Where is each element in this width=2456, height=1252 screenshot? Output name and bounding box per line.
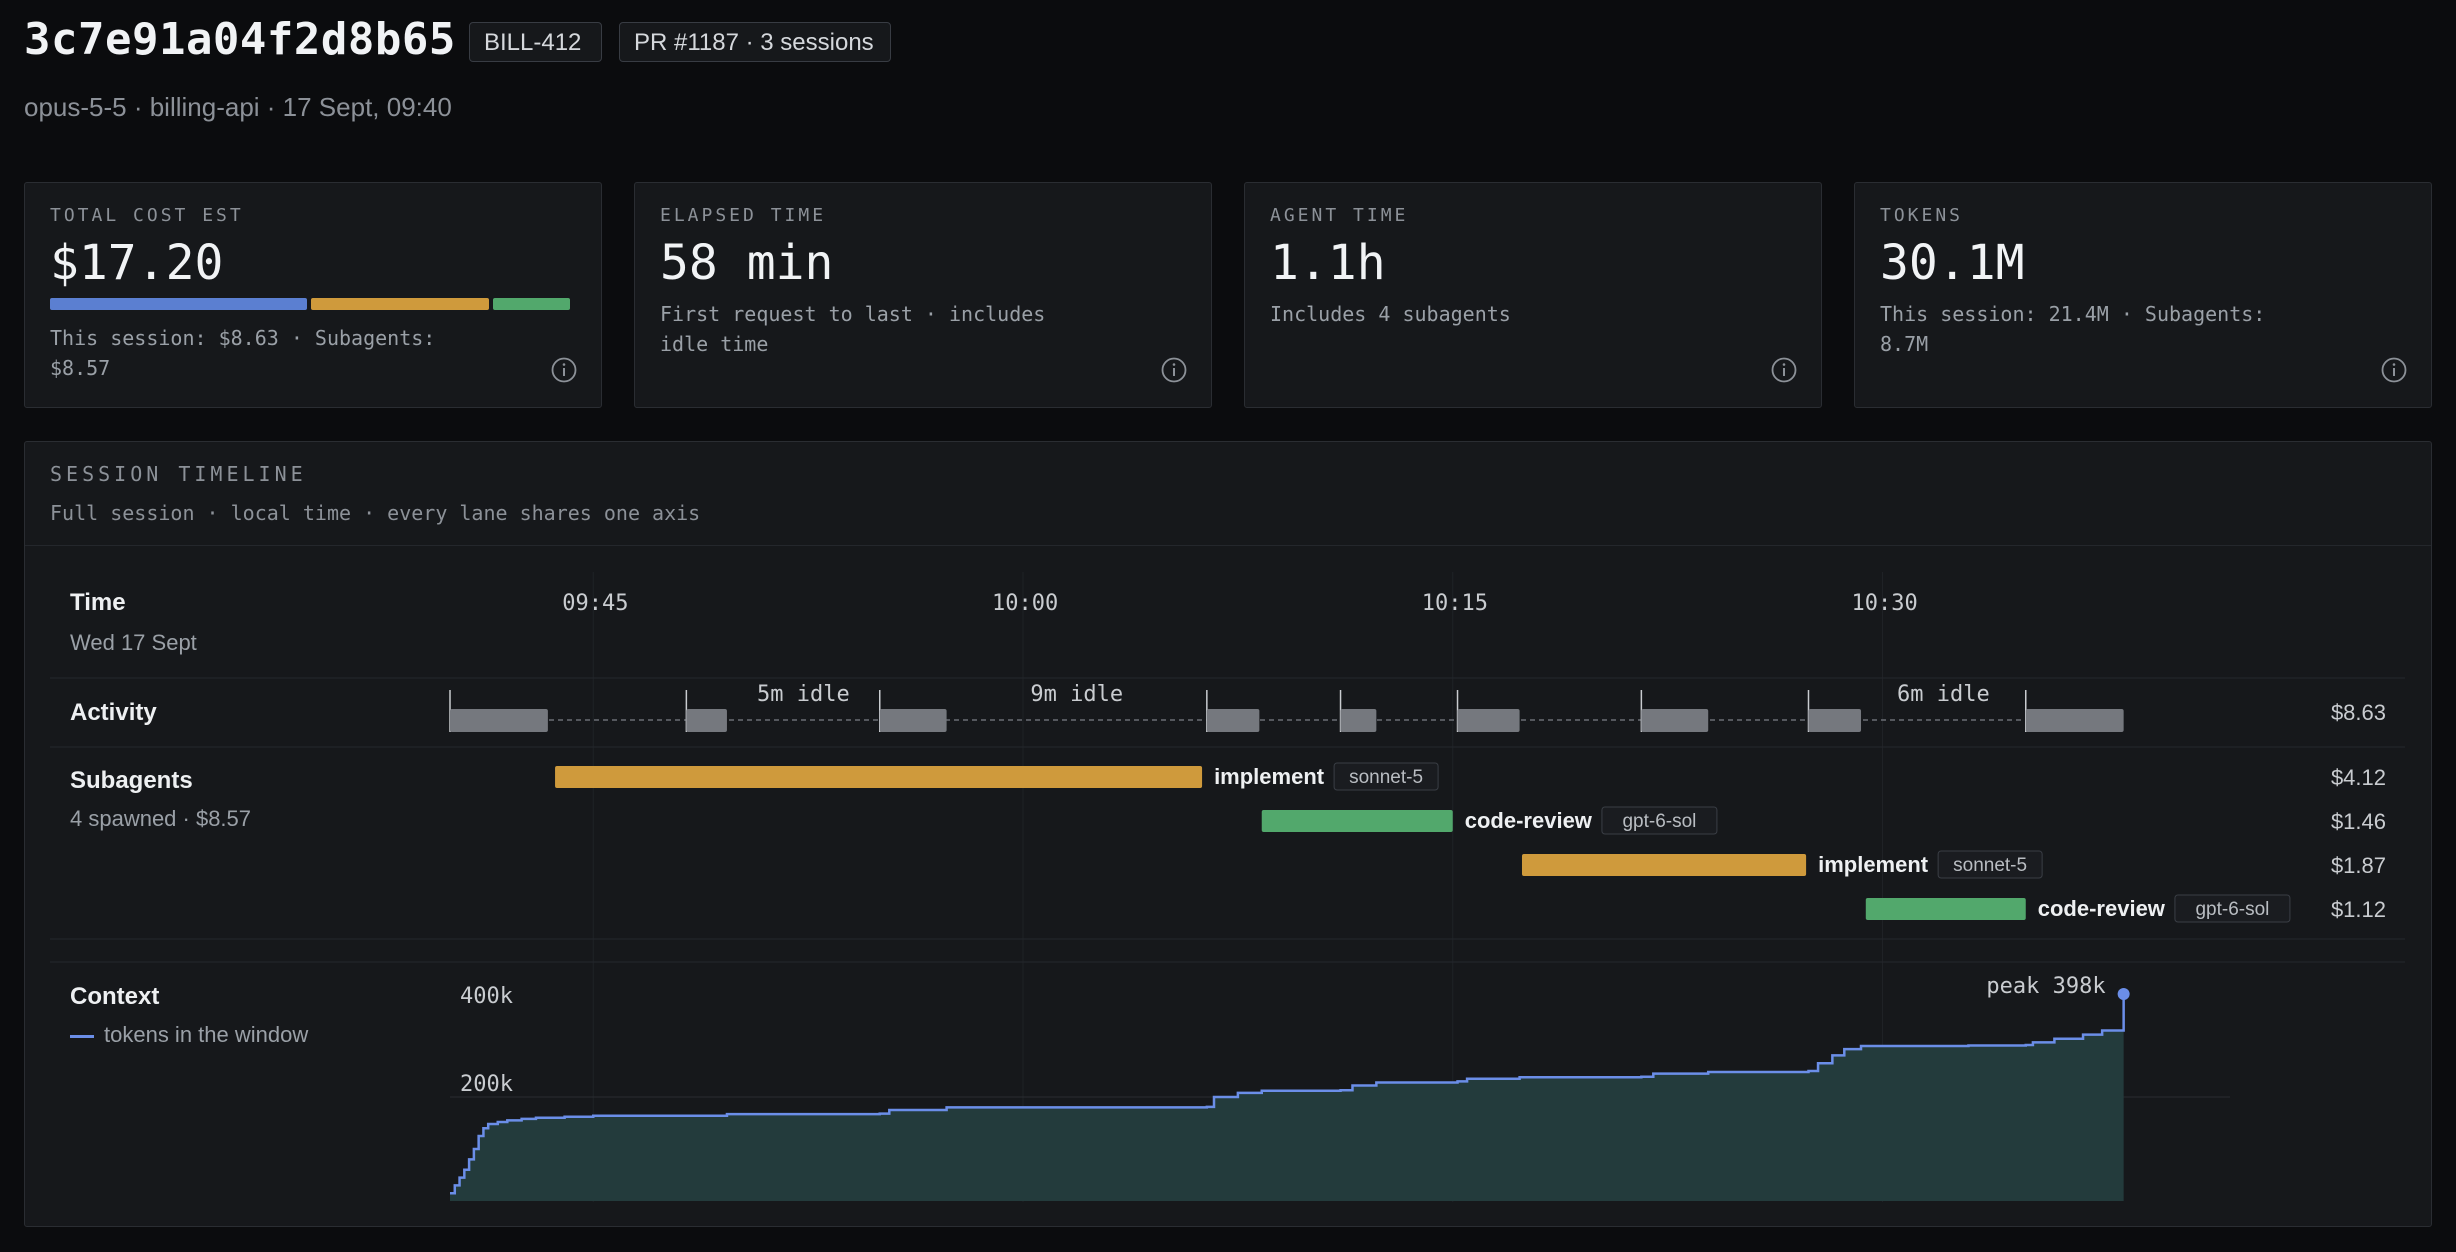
card-label: TOTAL COST EST	[50, 205, 244, 226]
time-tick-label: 10:30	[1852, 591, 1918, 616]
context-legend-label: tokens in the window	[104, 1022, 309, 1047]
model-badge	[1601, 806, 1718, 835]
ticket-badge[interactable]: BILL-412	[469, 22, 602, 62]
timeline-title: SESSION TIMELINE	[50, 462, 307, 486]
card-value: 30.1M	[1880, 235, 2025, 291]
model-badge	[1937, 850, 2043, 879]
card-label: ELAPSED TIME	[660, 205, 827, 226]
model-badge	[1333, 762, 1439, 791]
context-legend: tokens in the window	[70, 1022, 308, 1048]
subagent-bar-code-review	[1261, 810, 1453, 832]
subagent-name: implement	[1818, 852, 1929, 877]
subagent-name: code-review	[2038, 896, 2166, 921]
session-timeline-panel: SESSION TIMELINE Full session · local ti…	[24, 441, 2432, 1227]
card-note: First request to last · includes idle ti…	[660, 302, 1046, 356]
subagents-lane-title: Subagents	[70, 767, 193, 794]
model-badge	[2174, 894, 2291, 923]
model-badge-label: sonnet-5	[1953, 855, 2027, 876]
card-label: TOKENS	[1880, 205, 1964, 226]
subagent-cost: $1.46	[2331, 809, 2386, 834]
idle-label: 9m idle	[1030, 682, 1123, 707]
model-badge-label: gpt-6-sol	[1622, 811, 1696, 832]
elapsed-time-card: ELAPSED TIME 58 min First request to las…	[634, 182, 1212, 408]
session-subtitle: opus-5-5 · billing-api · 17 Sept, 09:40	[24, 92, 452, 122]
activity-block	[879, 709, 947, 732]
info-icon[interactable]	[2381, 357, 2407, 383]
activity-lane-title: Activity	[70, 699, 157, 726]
info-icon[interactable]	[1771, 357, 1797, 383]
card-value: 58 min	[660, 235, 834, 291]
cost-bar-segment-implement	[310, 298, 490, 310]
card-value: $17.20	[50, 235, 224, 291]
legend-swatch	[70, 1034, 94, 1038]
context-line	[450, 994, 2125, 1195]
subagents-summary: 4 spawned · $8.57	[70, 806, 252, 831]
pr-badge[interactable]: PR #1187 · 3 sessions	[619, 22, 891, 62]
divider	[25, 545, 2431, 546]
context-y-tick: 200k	[460, 1072, 513, 1097]
context-peak-label: peak 398k	[1986, 974, 2105, 999]
timeline-subtitle: Full session · local time · every lane s…	[50, 501, 701, 525]
activity-block	[1641, 709, 1709, 732]
activity-cost: $8.63	[2331, 700, 2386, 725]
cost-bar-segment-session	[50, 298, 307, 310]
subagent-name: code-review	[1465, 808, 1593, 833]
context-peak-dot	[2117, 988, 2130, 1001]
info-icon[interactable]	[1161, 357, 1187, 383]
subagent-cost: $4.12	[2331, 765, 2386, 790]
time-tick-label: 09:45	[562, 591, 628, 616]
session-id-title: 3c7e91a04f2d8b65	[24, 14, 456, 65]
agent-time-card: AGENT TIME 1.1h Includes 4 subagents	[1244, 182, 1822, 408]
context-lane-title: Context	[70, 983, 160, 1010]
total-cost-card: TOTAL COST EST $17.20 This session: $8.6…	[24, 182, 602, 408]
idle-label: 5m idle	[757, 682, 850, 707]
subagent-bar-implement	[1521, 854, 1807, 876]
cost-bar-segment-code-review	[493, 298, 570, 310]
time-tick-label: 10:00	[992, 591, 1058, 616]
activity-block	[1457, 709, 1520, 732]
subagent-name: implement	[1214, 764, 1325, 789]
timeline-chart: 09:45 10:00 10:15 10:30 5m idle 9m idle 6m idl…	[50, 572, 2405, 1202]
subagent-bar-code-review	[1865, 898, 2026, 920]
model-badge-label: gpt-6-sol	[2195, 899, 2269, 920]
activity-block	[1808, 709, 1862, 732]
subagent-bar-implement	[555, 766, 1203, 788]
card-note: Includes 4 subagents	[1270, 302, 1511, 326]
activity-block	[2025, 709, 2124, 732]
tokens-card: TOKENS 30.1M This session: 21.4M · Subag…	[1854, 182, 2432, 408]
time-tick-label: 10:15	[1422, 591, 1488, 616]
card-note: This session: $8.63 · Subagents: $8.57	[50, 326, 436, 380]
idle-label: 6m idle	[1897, 682, 1990, 707]
activity-block	[686, 709, 727, 732]
card-note: This session: 21.4M · Subagents: 8.7M	[1880, 302, 2266, 356]
activity-block	[1206, 709, 1260, 732]
info-icon[interactable]	[551, 357, 577, 383]
model-badge-label: sonnet-5	[1349, 767, 1423, 788]
time-lane-date: Wed 17 Sept	[70, 630, 197, 655]
activity-block	[1340, 709, 1377, 732]
context-area	[450, 994, 2124, 1201]
activity-block	[450, 709, 548, 732]
time-lane-title: Time	[70, 589, 126, 616]
subagent-cost: $1.87	[2331, 853, 2386, 878]
subagent-cost: $1.12	[2331, 897, 2386, 922]
card-label: AGENT TIME	[1270, 205, 1409, 226]
card-value: 1.1h	[1270, 235, 1386, 291]
context-y-tick: 400k	[460, 984, 513, 1009]
